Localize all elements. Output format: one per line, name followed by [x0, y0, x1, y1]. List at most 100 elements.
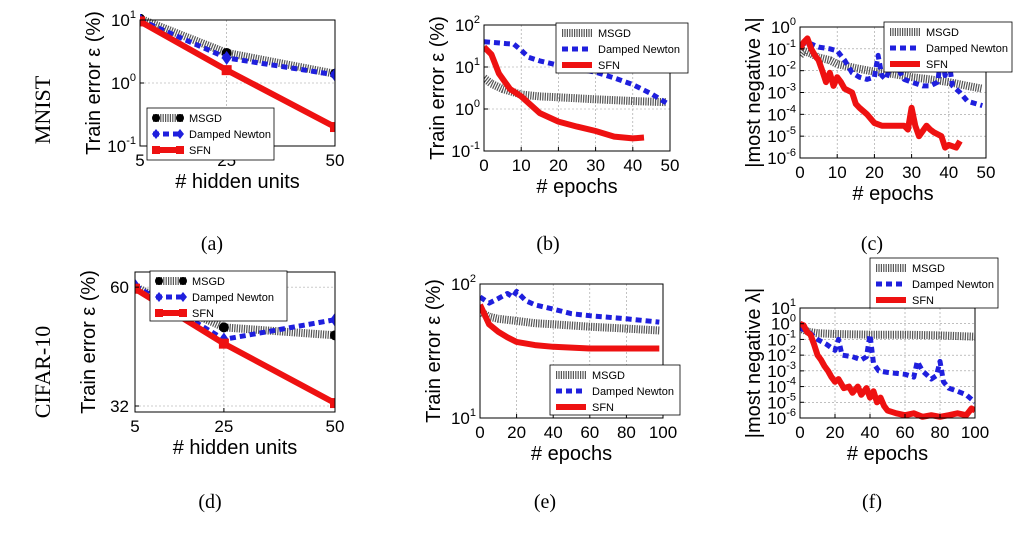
legend-label: Damped Newton [912, 279, 994, 291]
y-tick-label: 100 [771, 313, 796, 334]
panel-e: 0 20 40 60 80 100 102 101 # epochs Train error ε … [423, 273, 681, 513]
y-tick-label: 10-5 [767, 125, 796, 146]
data-point-sfn [135, 283, 140, 294]
y-tick-label: 100 [771, 16, 796, 37]
x-tick-label: 0 [795, 423, 804, 442]
legend-label: Damped Newton [592, 386, 674, 398]
legend-label: Damped Newton [926, 43, 1008, 55]
x-axis-label: # epochs [531, 443, 612, 465]
x-tick-label: 25 [214, 417, 233, 436]
y-tick-label: 10-4 [767, 376, 796, 397]
series-line-msgd [484, 74, 667, 107]
panel-caption: (a) [201, 233, 223, 255]
x-tick-label: 10 [512, 156, 531, 175]
legend-marker [155, 309, 163, 317]
x-tick-label: 10 [828, 163, 847, 182]
y-tick-label: 100 [455, 98, 480, 119]
y-tick-label: 10-6 [767, 407, 796, 428]
legend-label: SFN [912, 295, 934, 307]
x-axis-label: # epochs [536, 176, 617, 198]
y-axis-label: Train error ε (%) [427, 16, 449, 160]
series-line-msgd [800, 324, 975, 341]
legend-marker [176, 114, 184, 122]
x-axis-label: # hidden units [175, 171, 300, 193]
legend-marker [179, 292, 187, 302]
legend-marker [179, 277, 187, 285]
x-tick-label: 50 [326, 417, 345, 436]
panel-d: 5 25 50 60 32 # hidden units Train error ε (%)… [78, 270, 344, 513]
row-label-mnist: MNIST [30, 75, 55, 144]
x-tick-label: 20 [507, 423, 526, 442]
data-point-sfn [330, 122, 335, 133]
legend: MSGD Damped Newton SFN [883, 21, 1013, 73]
y-tick-label: 101 [771, 297, 796, 318]
series-line-damped-newton [800, 326, 975, 405]
series-line-sfn [800, 320, 975, 420]
x-tick-label: 40 [861, 423, 880, 442]
legend-label: MSGD [592, 370, 625, 382]
legend-label: SFN [598, 60, 620, 72]
x-axis-label: # epochs [847, 443, 928, 465]
data-point-msgd [330, 330, 335, 341]
y-axis-label: |most negative λ| [743, 17, 765, 167]
data-point-sfn [218, 338, 229, 349]
x-tick-label: 0 [479, 156, 488, 175]
legend-label: MSGD [926, 27, 959, 39]
y-tick-label: 101 [451, 407, 476, 428]
legend-marker [155, 277, 163, 285]
x-tick-label: 5 [130, 417, 139, 436]
panel-caption: (f) [862, 491, 882, 513]
y-tick-label: 102 [451, 273, 476, 294]
x-tick-label: 30 [902, 163, 921, 182]
legend-label: Damped Newton [189, 129, 271, 141]
y-tick-label: 101 [455, 56, 480, 77]
y-axis-label: |most negative λ| [743, 288, 765, 438]
data-point-sfn [140, 16, 145, 27]
x-tick-label: 20 [549, 156, 568, 175]
legend-marker [152, 114, 160, 122]
plot-frame [799, 307, 976, 419]
panel-caption: (d) [198, 491, 221, 513]
legend-marker [176, 146, 184, 154]
x-tick-label: 40 [939, 163, 958, 182]
y-tick-label: 10-6 [767, 147, 796, 168]
y-tick-label: 10-1 [767, 328, 796, 349]
y-tick-label: 10-2 [767, 60, 796, 81]
y-tick-label: 10-4 [767, 103, 796, 124]
x-tick-label: 0 [475, 423, 484, 442]
y-tick-label: 10-5 [767, 391, 796, 412]
panel-f: 0 20 40 60 80 10010110010-110-210-310-410-510… [743, 257, 999, 513]
legend: MSGD Damped Newton SFN [149, 270, 288, 322]
y-axis-label: Train error ε (%) [83, 11, 105, 155]
legend-marker [155, 292, 163, 302]
x-tick-label: 50 [977, 163, 996, 182]
x-tick-label: 30 [586, 156, 605, 175]
data-point-damped-newton [221, 50, 232, 65]
x-tick-label: 40 [544, 423, 563, 442]
legend-marker [152, 146, 160, 154]
y-tick-label: 102 [455, 14, 480, 35]
legend-marker [176, 129, 184, 139]
x-tick-label: 80 [617, 423, 636, 442]
legend-label: SFN [189, 145, 211, 157]
data-point-damped-newton [330, 67, 335, 82]
x-tick-label: 40 [623, 156, 642, 175]
y-tick-label: 10-1 [451, 140, 480, 161]
series-line-sfn [480, 303, 660, 352]
data-point-sfn [221, 65, 232, 76]
panel-caption: (e) [534, 491, 556, 513]
legend-marker [152, 129, 160, 139]
y-tick-label: 10-2 [767, 344, 796, 365]
x-tick-label: 60 [580, 423, 599, 442]
x-tick-label: 50 [326, 151, 345, 170]
y-tick-label: 10-3 [767, 82, 796, 103]
legend: MSGD Damped Newton SFN [555, 22, 689, 74]
legend-label: MSGD [598, 28, 631, 40]
series-line-damped-newton [484, 39, 668, 106]
legend-label: MSGD [192, 276, 225, 288]
x-axis-label: # epochs [852, 183, 933, 205]
x-tick-label: 5 [135, 151, 144, 170]
x-tick-label: 20 [865, 163, 884, 182]
y-tick-label: 101 [111, 9, 136, 30]
